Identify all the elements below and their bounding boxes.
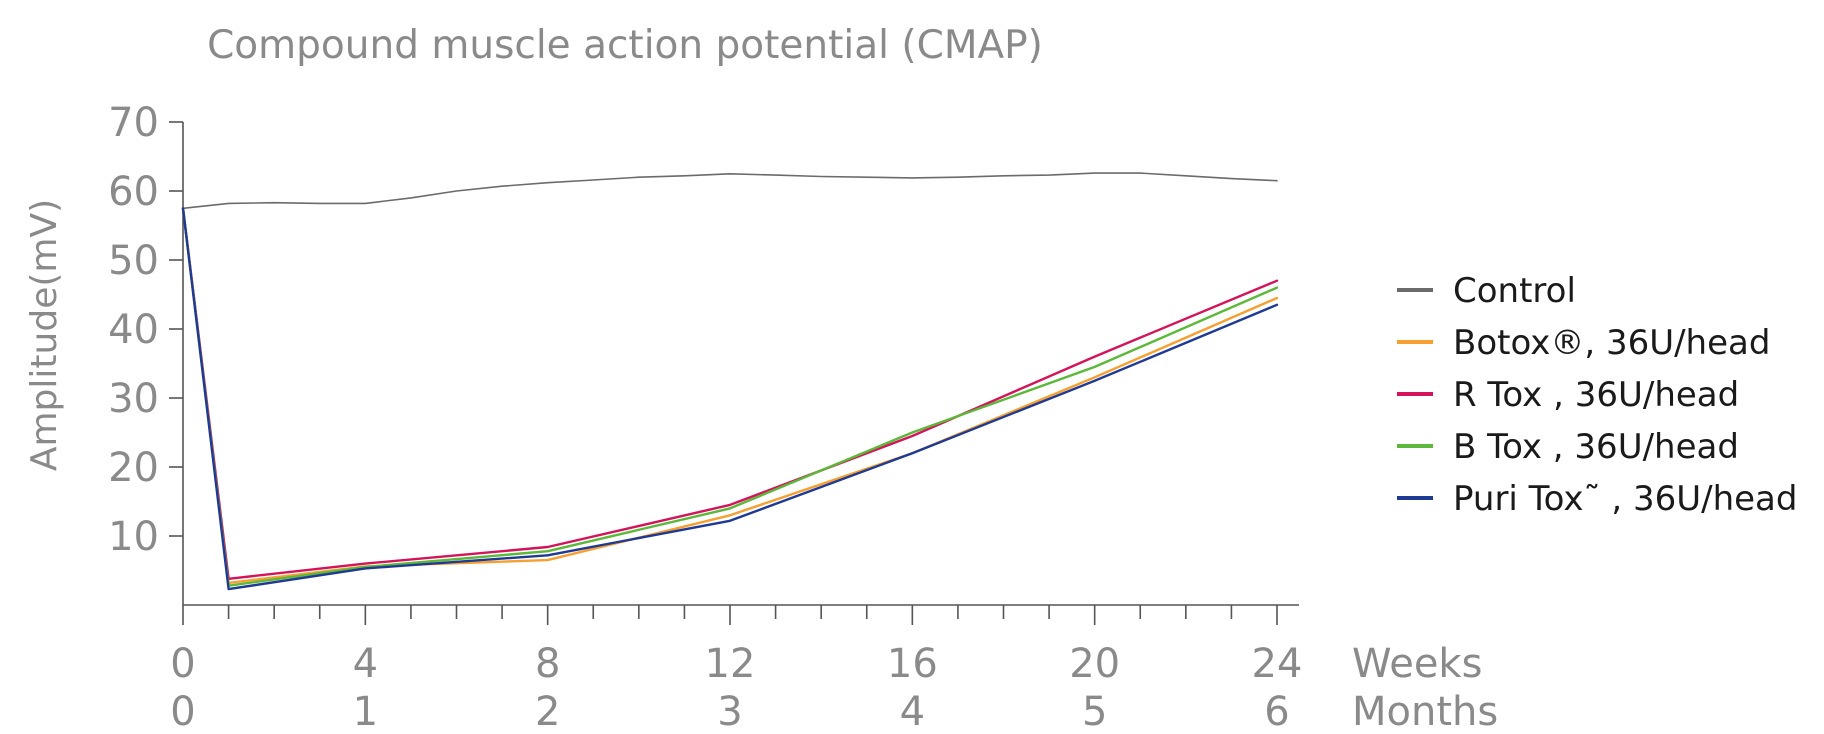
series-line — [182, 172, 1278, 210]
x-tick-label-months: 6 — [1264, 689, 1289, 734]
x-tick-label-weeks: 0 — [170, 641, 195, 687]
x-tick-label-weeks: 16 — [887, 641, 938, 687]
x-tick-label-weeks: 24 — [1252, 641, 1303, 687]
y-tick-label: 30 — [108, 376, 159, 422]
x-tick-label-months: 1 — [353, 689, 378, 734]
x-tick-label-weeks: 20 — [1069, 641, 1120, 687]
y-tick-label: 20 — [108, 445, 159, 491]
series-line — [181, 207, 1279, 587]
y-axis-label: Amplitude(mV) — [24, 199, 65, 471]
x-tick-label-weeks: 4 — [353, 641, 378, 687]
legend-label: B Tox , 36U/head — [1453, 427, 1739, 467]
y-axis: 10 20 30 40 50 60 70 — [108, 100, 184, 605]
y-tick-label: 50 — [108, 238, 159, 284]
series-line — [181, 207, 1279, 585]
y-tick-label: 60 — [108, 169, 159, 215]
chart-title: Compound muscle action potential (CMAP) — [207, 23, 1043, 68]
legend-label: R Tox , 36U/head — [1453, 375, 1739, 415]
y-tick-label: 40 — [108, 307, 159, 353]
series-line — [181, 207, 1279, 580]
x-tick-label-months: 2 — [535, 689, 560, 734]
legend-label: Puri Tox˜ , 36U/head — [1453, 479, 1797, 519]
x-tick-label-months: 3 — [717, 689, 742, 734]
x-unit-weeks-label: Weeks — [1352, 641, 1482, 687]
y-tick-label: 70 — [108, 100, 159, 146]
series-lines — [181, 172, 1279, 591]
x-tick-label-weeks: 8 — [535, 641, 560, 687]
x-unit-months-label: Months — [1352, 689, 1498, 734]
x-tick-label-months: 0 — [170, 689, 195, 734]
x-tick-label-months: 4 — [900, 689, 925, 734]
y-tick-label: 10 — [108, 514, 159, 560]
legend: Control Botox®, 36U/head R Tox , 36U/head B… — [1397, 271, 1797, 519]
legend-label: Control — [1453, 271, 1576, 311]
x-tick-label-weeks: 12 — [705, 641, 756, 687]
x-tick-label-months: 5 — [1082, 689, 1107, 734]
series-line — [181, 207, 1279, 591]
legend-label: Botox®, 36U/head — [1453, 323, 1770, 363]
